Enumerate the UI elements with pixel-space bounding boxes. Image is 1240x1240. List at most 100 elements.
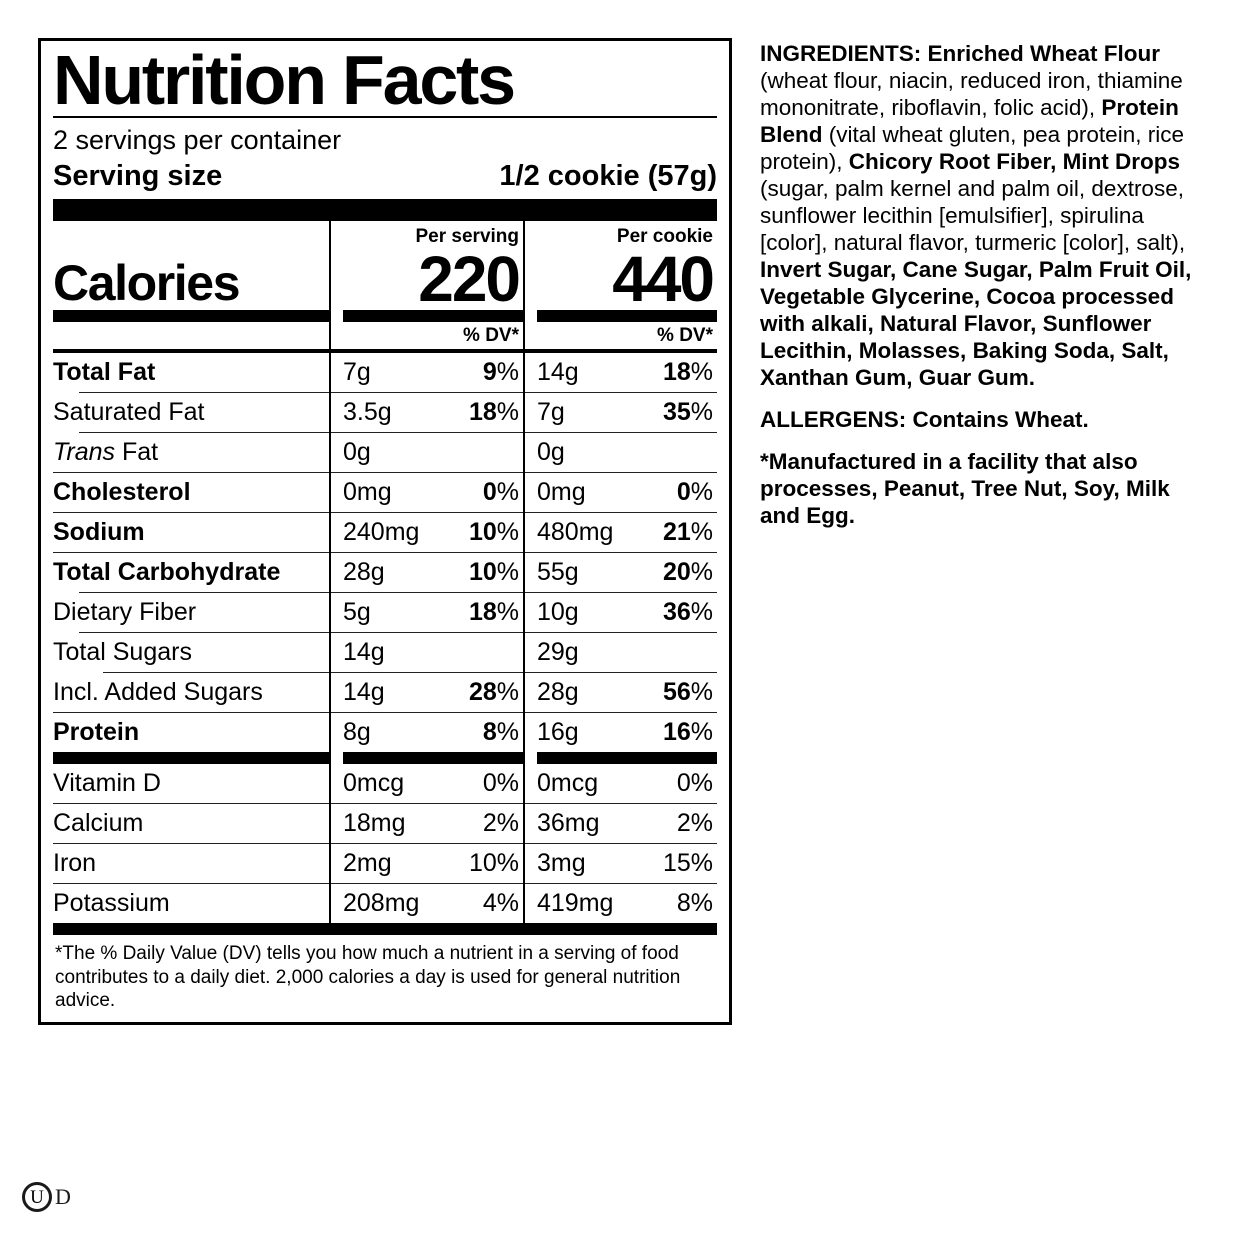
nutrient-daily-value: 9% [482,358,519,387]
nutrient-row: Total Fat 7g 9% 14g 18% [53,352,717,394]
nutrient-value-per-cookie: 16g 16% [523,712,717,754]
nutrient-name: Total Fat [53,358,156,387]
micronutrient-name: Iron [53,849,97,878]
separator-segment-cookie [537,310,717,323]
separator-segment-cookie [537,752,717,765]
nutrient-value-per-serving: 0g [329,432,523,474]
row-divider [53,472,717,474]
ingredient-bold-segment: Chicory Root Fiber, Mint Drops [848,149,1181,174]
nutrient-daily-value: 10% [468,518,519,547]
ingredients-panel: INGREDIENTS: Enriched Wheat Flour (wheat… [760,40,1212,544]
ingredient-regular-segment: (vital wheat gluten, pea protein, rice p… [760,122,1184,174]
nutrient-daily-value: 8% [676,889,713,918]
row-divider [53,803,717,805]
serving-size-row: Serving size 1/2 cookie (57g) [53,159,717,199]
nutrient-value-per-cookie: 29g [523,632,717,674]
serving-size-value: 1/2 cookie (57g) [499,159,717,192]
daily-value-footnote: *The % Daily Value (DV) tells you how mu… [55,943,681,1011]
micronutrient-value-per-cookie: 3mg 15% [523,843,717,885]
nutrient-row: Protein 8g 8% 16g 16% [53,712,717,754]
nutrient-daily-value: 10% [468,849,519,878]
nutrient-value-per-serving: 5g 18% [329,592,523,634]
nutrient-name: Total Sugars [53,638,192,667]
separator-segment-serving [343,752,523,765]
nutrient-rows: Total Fat 7g 9% 14g 18% Saturated Fat 3.5g 18% 7… [53,352,717,754]
header-thick-bar [53,198,717,221]
nutrient-daily-value: 0% [482,769,519,798]
nutrient-amount: 8g [343,718,371,747]
ingredient-bold-segment: INGREDIENTS: Enriched Wheat Flour [760,41,1161,66]
nutrient-value-per-serving: 0mg 0% [329,472,523,514]
trans-italic: Trans [53,438,116,467]
ingredient-regular-segment: (wheat flour, niacin, reduced iron, thia… [760,68,1183,120]
nutrient-row: Saturated Fat 3.5g 18% 7g 35% [53,392,717,434]
calories-label: Calories [53,255,241,312]
nutrient-daily-value: 0% [676,478,713,507]
nutrient-value-per-cookie: 0mg 0% [523,472,717,514]
micronutrient-value-per-serving: 18mg 2% [329,803,523,845]
dv-header-per-cookie: % DV* [523,319,717,352]
dv-header-per-serving: % DV* [329,319,523,352]
nutrient-daily-value: 4% [482,889,519,918]
micronutrient-name: Calcium [53,809,144,838]
nutrient-amount: 10g [537,598,579,627]
daily-value-header-row: % DV* % DV* [53,319,717,352]
ou-dairy-label: D [55,1184,71,1209]
row-divider [53,883,717,885]
servings-per-container: 2 servings per container [53,125,342,156]
nutrient-daily-value: 20% [662,558,713,587]
nutrient-name: Dietary Fiber [53,598,197,627]
nutrient-value-per-cookie: 7g 35% [523,392,717,434]
row-divider [53,843,717,845]
nutrient-amount: 28g [343,558,385,587]
nutrient-daily-value: 18% [468,398,519,427]
ingredient-bold-segment: Invert Sugar, Cane Sugar, Palm Fruit Oil… [760,257,1192,390]
nutrient-daily-value: 0% [676,769,713,798]
nutrient-amount: 29g [537,638,579,667]
micronutrient-row: Calcium 18mg 2% 36mg 2% [53,803,717,845]
nutrient-amount: 0mcg [537,769,599,798]
serving-size-label: Serving size [53,159,223,192]
ingredient-regular-segment: (sugar, palm kernel and palm oil, dextro… [760,176,1186,255]
ingredient-bold-segment: Protein Blend [760,95,1179,147]
nutrient-amount: 18mg [343,809,406,838]
micronutrient-value-per-serving: 2mg 10% [329,843,523,885]
calories-separator-bar [53,306,717,327]
nutrient-row: Incl. Added Sugars 14g 28% 28g 56% [53,672,717,714]
nutrient-daily-value: 18% [468,598,519,627]
column-headers: Per serving Per cookie [53,219,717,252]
allergens-text: ALLERGENS: Contains Wheat. [760,407,1089,432]
nutrient-amount: 240mg [343,518,420,547]
nutrition-facts-panel: Nutrition Facts 2 servings per container… [38,38,732,1025]
ingredients-text: INGREDIENTS: Enriched Wheat Flour (wheat… [760,40,1212,391]
nutrient-daily-value: 2% [482,809,519,838]
nutrient-amount: 14g [537,358,579,387]
calories-per-cookie: 440 [523,217,717,315]
separator-gap-1 [329,748,343,769]
nutrient-amount: 208mg [343,889,420,918]
nutrient-name: Sodium [53,518,145,547]
nutrient-value-per-serving: 14g 28% [329,672,523,714]
nutrient-value-per-serving: 28g 10% [329,552,523,594]
title-divider [53,116,717,119]
nutrient-value-per-cookie: 14g 18% [523,352,717,394]
nutrient-amount: 3mg [537,849,586,878]
separator-gap-2 [523,306,537,327]
micronutrient-value-per-cookie: 0mcg 0% [523,763,717,805]
nutrient-value-per-cookie: 10g 36% [523,592,717,634]
nutrient-name: Trans Fat [53,438,159,467]
calories-row: Calories 220 440 [53,217,717,315]
nutrient-amount: 0mg [537,478,586,507]
nutrient-amount: 480mg [537,518,614,547]
row-divider [53,512,717,514]
nutrient-value-per-serving: 7g 9% [329,352,523,394]
nutrient-amount: 3.5g [343,398,392,427]
micronutrient-separator-bar [53,748,717,769]
nutrient-amount: 0mg [343,478,392,507]
nutrient-name: Cholesterol [53,478,191,507]
nutrient-daily-value: 0% [482,478,519,507]
row-divider [79,392,717,394]
facility-note-text: *Manufactured in a facility that also pr… [760,449,1170,528]
nutrient-daily-value: 56% [662,678,713,707]
nutrient-value-per-cookie: 0g [523,432,717,474]
